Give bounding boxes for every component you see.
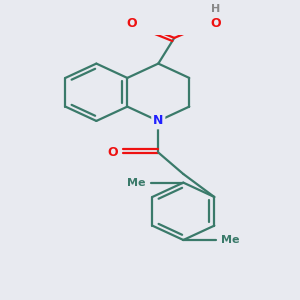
- Text: O: O: [107, 146, 118, 159]
- Text: Me: Me: [221, 235, 239, 245]
- Text: Me: Me: [127, 178, 146, 188]
- Text: O: O: [127, 17, 137, 30]
- Text: O: O: [210, 17, 221, 30]
- Text: N: N: [153, 115, 164, 128]
- Text: H: H: [211, 4, 220, 14]
